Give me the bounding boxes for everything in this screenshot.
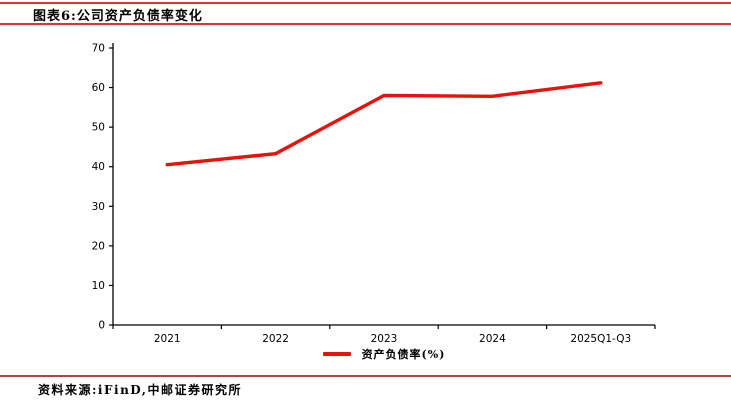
y-axis-tick-label: 0 [98,320,105,332]
chart-legend: 资产负债率(%) [113,346,655,362]
y-axis-tick-label: 30 [92,201,105,213]
x-axis-tick-label: 2025Q1-Q3 [570,333,631,345]
page-title: 图表6:公司资产负债率变化 [33,9,203,24]
x-axis-tick-label: 2023 [371,333,398,345]
y-axis-tick-label: 40 [92,161,105,173]
x-axis-tick-label: 2022 [262,333,289,345]
y-axis-tick-label: 60 [92,82,105,94]
legend-label: 资产负债率(%) [361,348,446,361]
footer-rule [0,375,731,377]
source-note: 资料来源:iFinD,中邮证券研究所 [38,383,242,397]
header-top-rule [0,2,731,4]
line-chart: 0 10 20 30 40 50 60 70 2021 2022 2023 2024 2025Q1-Q3 [92,43,656,345]
x-axis-tick-label: 2024 [479,333,506,345]
y-axis-tick-label: 50 [92,122,105,134]
y-axis-tick-label: 70 [92,43,105,55]
y-axis-tick-label: 20 [92,240,105,252]
header-bottom-rule [0,23,731,25]
x-axis-tick-label: 2021 [154,333,181,345]
y-axis-tick-label: 10 [92,280,105,292]
legend-line-swatch [322,352,351,356]
series-line [165,81,603,167]
